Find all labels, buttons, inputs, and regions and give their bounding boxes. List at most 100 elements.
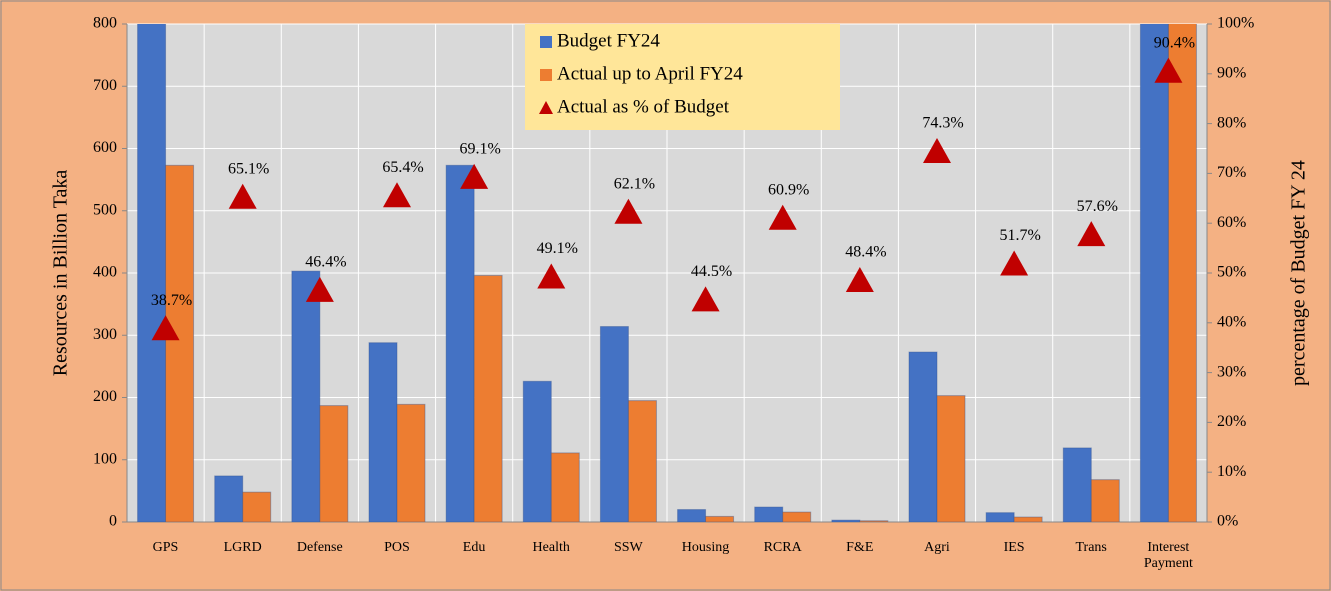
- x-tick-label: Housing: [681, 540, 730, 555]
- data-label: 65.4%: [382, 159, 423, 176]
- bar: [1013, 516, 1043, 522]
- bar: [985, 512, 1015, 522]
- y-tick-label: 200: [93, 388, 117, 405]
- bar: [627, 400, 657, 522]
- y2-tick-label: 10%: [1217, 463, 1246, 480]
- y2-axis-title: percentage of Budget FY 24: [1288, 160, 1310, 386]
- y2-tick-label: 30%: [1217, 363, 1246, 380]
- data-label: 48.4%: [845, 244, 886, 261]
- x-tick-label: Agri: [924, 540, 950, 555]
- x-tick-label: IES: [1003, 540, 1025, 555]
- data-label: 74.3%: [922, 115, 963, 132]
- bars: [137, 24, 1197, 522]
- legend-swatch: [539, 101, 553, 114]
- bar: [677, 509, 707, 522]
- triangle-marker: [614, 198, 643, 224]
- bar: [705, 515, 735, 522]
- triangle-marker: [845, 266, 874, 292]
- x-tick-label: RCRA: [763, 540, 802, 555]
- bar: [1090, 479, 1120, 522]
- legend-swatch: [540, 69, 552, 81]
- data-label: 57.6%: [1077, 198, 1118, 215]
- y2-tick-label: 40%: [1217, 313, 1246, 330]
- x-tick-label: Interest Payment: [1143, 540, 1193, 571]
- bar: [137, 24, 167, 522]
- bar: [550, 452, 580, 522]
- bar: [445, 164, 475, 522]
- bar: [936, 395, 966, 522]
- y-tick-label: 800: [93, 15, 117, 32]
- data-label: 90.4%: [1154, 34, 1195, 51]
- bar: [368, 342, 398, 522]
- y2-tick-label: 60%: [1217, 214, 1246, 231]
- legend-label: Actual up to April FY24: [557, 63, 743, 84]
- y-tick-label: 600: [93, 139, 117, 156]
- data-label: 62.1%: [614, 175, 655, 192]
- data-label: 60.9%: [768, 181, 809, 198]
- bar: [1062, 447, 1092, 522]
- x-tick-label: LGRD: [223, 540, 262, 555]
- bar: [319, 405, 349, 522]
- triangle-marker: [1077, 221, 1106, 247]
- y-tick-label: 500: [93, 201, 117, 218]
- y-tick-label: 300: [93, 326, 117, 343]
- x-tick-label: POS: [384, 540, 410, 555]
- triangle-marker: [691, 286, 720, 312]
- triangle-marker: [305, 276, 334, 302]
- bar: [165, 164, 195, 522]
- y-tick-label: 0: [109, 513, 117, 530]
- triangle-marker: [228, 183, 257, 209]
- bar: [291, 270, 321, 522]
- legend-label: Budget FY24: [557, 30, 660, 51]
- bar: [396, 403, 426, 522]
- y-tick-label: 100: [93, 450, 117, 467]
- legend-label: Actual as % of Budget: [557, 96, 730, 117]
- legend-box: [525, 24, 840, 130]
- x-tick-label: SSW: [613, 540, 643, 555]
- y-axis-title: Resources in Billion Taka: [50, 170, 72, 377]
- triangle-marker: [1154, 57, 1183, 83]
- y2-tick-label: 20%: [1217, 413, 1246, 430]
- y2-tick-label: 70%: [1217, 164, 1246, 181]
- data-label: 51.7%: [999, 227, 1040, 244]
- triangle-marker: [768, 204, 797, 230]
- data-label: 44.5%: [691, 263, 732, 280]
- x-tick-label: F&E: [846, 540, 874, 555]
- triangle-marker: [383, 182, 411, 208]
- triangle-marker: [923, 137, 951, 163]
- bar: [859, 520, 889, 522]
- y2-tick-label: 0%: [1217, 513, 1238, 530]
- x-tick-label: Defense: [296, 540, 343, 555]
- data-label: 49.1%: [537, 240, 578, 257]
- bar: [473, 274, 503, 522]
- bar: [754, 506, 784, 522]
- x-tick-label: Health: [532, 540, 570, 555]
- y2-tick-label: 50%: [1217, 264, 1246, 281]
- bar: [782, 511, 812, 522]
- bar: [214, 475, 244, 522]
- y2-tick-label: 100%: [1217, 15, 1254, 32]
- bar: [522, 380, 552, 522]
- data-label: 38.7%: [151, 292, 192, 309]
- x-tick-label: GPS: [152, 540, 179, 555]
- legend-swatch: [540, 36, 552, 48]
- bar: [908, 351, 938, 522]
- y-tick-label: 700: [93, 77, 117, 94]
- y2-tick-label: 80%: [1217, 114, 1246, 131]
- triangle-marker: [1000, 250, 1029, 276]
- y2-tick-label: 90%: [1217, 64, 1246, 81]
- x-tick-label: Trans: [1075, 540, 1107, 555]
- bar: [599, 326, 629, 522]
- data-label: 65.1%: [228, 160, 269, 177]
- bar: [242, 491, 272, 522]
- triangle-marker: [537, 263, 566, 289]
- triangle-marker: [460, 163, 489, 189]
- data-label: 69.1%: [459, 141, 500, 158]
- x-tick-label: Edu: [462, 540, 486, 555]
- data-label: 46.4%: [305, 254, 346, 271]
- y-tick-label: 400: [93, 264, 117, 281]
- bar: [1167, 24, 1197, 522]
- triangle-marker: [151, 315, 180, 341]
